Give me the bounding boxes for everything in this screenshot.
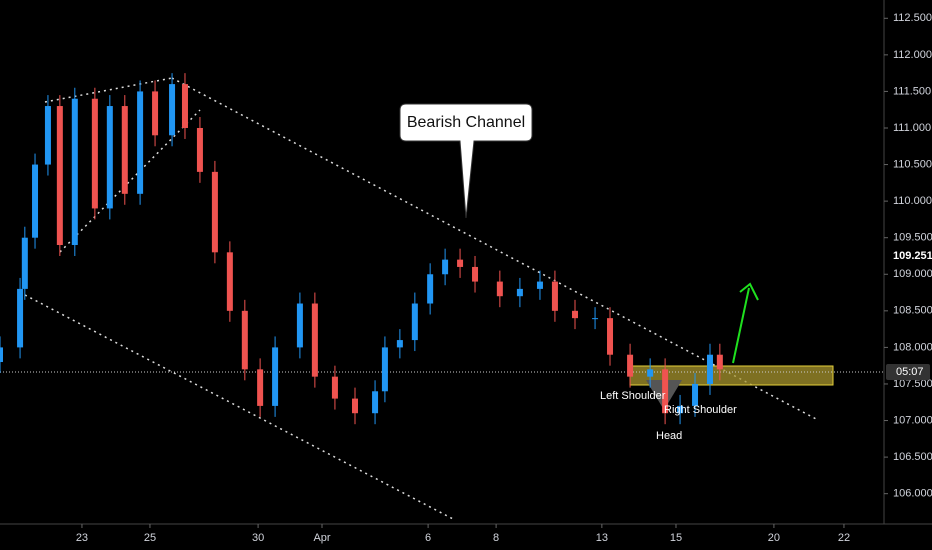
y-tick-label: 109.000	[893, 268, 932, 280]
candle-body	[272, 347, 279, 406]
candle-body	[396, 340, 403, 348]
y-tick-label: 107.000	[893, 414, 932, 426]
candle-body	[381, 347, 388, 392]
y-tick-label: 106.000	[893, 488, 932, 500]
candle-body	[296, 303, 303, 348]
candle-body	[196, 127, 203, 172]
candle-body	[44, 106, 51, 165]
candle-body	[472, 266, 479, 282]
plot	[0, 73, 884, 425]
annotations: Bearish Channel Left Shoulder Right Shou…	[407, 114, 737, 442]
candle-body	[551, 281, 558, 311]
annotation: Left Shoulder	[600, 390, 666, 402]
annotation: Head	[656, 430, 682, 442]
candle-body	[496, 281, 503, 297]
y-tick-label: 108.000	[893, 341, 932, 353]
candle-body	[331, 376, 338, 399]
candle-body	[647, 369, 654, 377]
y-tick-label: 109.500	[893, 232, 932, 244]
candle-body	[627, 354, 634, 377]
marked-price: 109.251	[893, 250, 932, 262]
candle-body	[311, 303, 318, 377]
candle-body	[121, 106, 128, 194]
candle-body	[32, 164, 39, 238]
candle-body	[351, 398, 358, 414]
x-tick-label: Apr	[313, 532, 330, 544]
y-tick-label: 106.500	[893, 451, 932, 463]
callout-text: Bearish Channel	[407, 114, 525, 131]
candle-body	[692, 383, 699, 406]
candle-body	[706, 354, 713, 384]
axes: 106.000 106.500 107.000 107.500 108.000 108.5…	[76, 12, 932, 544]
candle-body	[536, 281, 543, 289]
price-axis-bg	[884, 0, 932, 550]
candle-body	[137, 91, 144, 194]
x-tick-label: 6	[425, 532, 431, 544]
candle-body	[257, 369, 264, 406]
candle-body	[571, 310, 578, 319]
candle-body	[427, 274, 434, 304]
y-tick-label: 110.500	[893, 158, 932, 170]
candle-body	[241, 310, 248, 370]
candle-body	[152, 91, 159, 136]
price-tag-label: 05:07	[896, 366, 924, 378]
candle-body	[442, 259, 449, 275]
candle-body	[662, 369, 669, 414]
candle-body	[106, 106, 113, 209]
x-tick-label: 30	[252, 532, 264, 544]
y-tick-label: 107.500	[893, 378, 932, 390]
candle-body	[211, 171, 218, 253]
callout	[399, 103, 533, 219]
candle-body	[592, 318, 599, 320]
y-tick-label: 108.500	[893, 305, 932, 317]
x-tick-label: 15	[670, 532, 682, 544]
x-tick-label: 23	[76, 532, 88, 544]
candle-body	[716, 354, 723, 370]
candle-body	[677, 405, 684, 414]
x-tick-label: 20	[768, 532, 780, 544]
candle-body	[17, 288, 24, 348]
candle-body	[411, 303, 418, 341]
x-tick-label: 22	[838, 532, 850, 544]
candle-body	[91, 98, 98, 209]
arrow-head	[739, 282, 759, 301]
candle-body	[169, 84, 176, 136]
candle-body	[56, 106, 63, 246]
y-tick-label: 112.000	[893, 49, 932, 61]
y-tick-label: 110.000	[893, 195, 932, 207]
x-tick-label: 8	[493, 532, 499, 544]
candle-body	[181, 84, 188, 128]
y-tick-label: 111.500	[893, 85, 931, 97]
y-tick-label: 111.000	[893, 122, 931, 134]
candle-body	[226, 252, 233, 311]
candle-body	[516, 288, 523, 297]
annotation: Right Shoulder	[664, 404, 737, 416]
channel-upper	[171, 77, 819, 421]
x-tick-label: 13	[596, 532, 608, 544]
candle-body	[71, 98, 78, 246]
candle-body	[457, 259, 464, 267]
y-tick-label: 112.500	[893, 12, 932, 24]
x-tick-label: 25	[144, 532, 156, 544]
candle-body	[0, 347, 3, 363]
price-tag	[886, 363, 930, 380]
arrow-shaft	[732, 287, 750, 364]
candle-body	[21, 237, 28, 289]
candle-body	[607, 318, 614, 355]
candle-body	[372, 391, 379, 414]
